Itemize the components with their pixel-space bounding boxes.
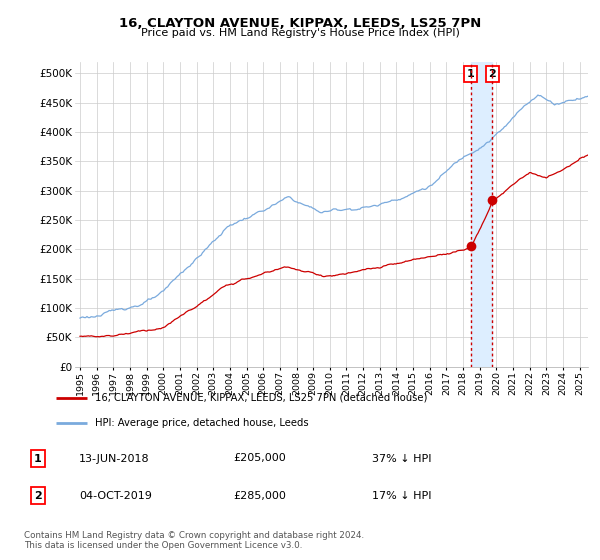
Text: 17% ↓ HPI: 17% ↓ HPI <box>372 491 431 501</box>
Bar <box>470 62 492 367</box>
Text: Contains HM Land Registry data © Crown copyright and database right 2024.
This d: Contains HM Land Registry data © Crown c… <box>24 531 364 550</box>
Text: 04-OCT-2019: 04-OCT-2019 <box>79 491 152 501</box>
Text: 1: 1 <box>467 69 475 79</box>
Text: £205,000: £205,000 <box>234 454 287 464</box>
Text: 2: 2 <box>488 69 496 79</box>
Text: 37% ↓ HPI: 37% ↓ HPI <box>372 454 431 464</box>
Text: Price paid vs. HM Land Registry's House Price Index (HPI): Price paid vs. HM Land Registry's House … <box>140 28 460 38</box>
Text: 13-JUN-2018: 13-JUN-2018 <box>79 454 150 464</box>
Text: 2: 2 <box>34 491 41 501</box>
Text: 1: 1 <box>34 454 41 464</box>
Text: 16, CLAYTON AVENUE, KIPPAX, LEEDS, LS25 7PN: 16, CLAYTON AVENUE, KIPPAX, LEEDS, LS25 … <box>119 17 481 30</box>
Text: £285,000: £285,000 <box>234 491 287 501</box>
Text: 16, CLAYTON AVENUE, KIPPAX, LEEDS, LS25 7PN (detached house): 16, CLAYTON AVENUE, KIPPAX, LEEDS, LS25 … <box>95 393 428 403</box>
Text: HPI: Average price, detached house, Leeds: HPI: Average price, detached house, Leed… <box>95 418 309 428</box>
